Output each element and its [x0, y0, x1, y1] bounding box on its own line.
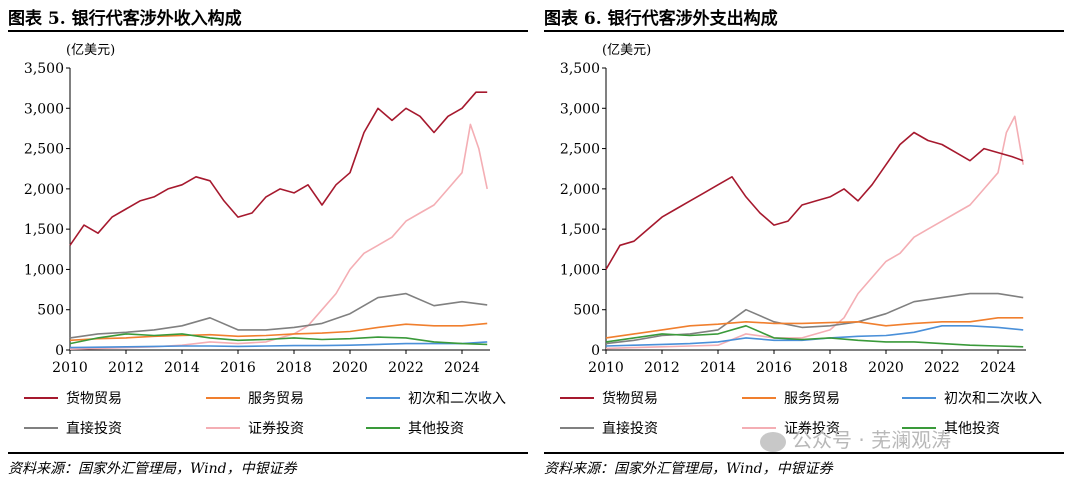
- watermark: 公众号 · 芜澜观涛: [760, 424, 951, 453]
- legend-label: 服务贸易: [784, 391, 840, 407]
- legend-label: 直接投资: [602, 420, 658, 437]
- series-line: [605, 131, 1024, 270]
- legend-label: 其他投资: [408, 421, 464, 437]
- x-tick-label: 2014: [164, 360, 200, 376]
- y-tick-label: 2,500: [560, 142, 600, 158]
- x-tick-label: 2022: [924, 360, 960, 376]
- chart-panel-expense: 图表 6. 银行代客涉外支出构成 (亿美元) 0 500 1,000 1,500 2,00…: [544, 0, 1072, 486]
- series-line: [605, 292, 1024, 345]
- chart-title: 图表 5. 银行代客涉外收入构成: [8, 9, 242, 29]
- x-tick-label: 2010: [52, 360, 88, 376]
- chart-panel-income: 图表 5. 银行代客涉外收入构成 (亿美元) 0 500 1,000 1,500 2,00…: [8, 0, 536, 486]
- x-tick-label: 2024: [444, 360, 480, 376]
- y-tick-label: 500: [37, 303, 64, 319]
- y-tick-label: 1,500: [560, 222, 600, 238]
- series-line: [69, 341, 488, 349]
- y-tick-label: 0: [55, 343, 64, 359]
- legend-label: 证券投资: [248, 421, 304, 437]
- legend-label: 证券投资: [784, 421, 840, 437]
- title-rule: [8, 30, 528, 32]
- series-line: [605, 115, 1024, 350]
- y-tick-label: 3,500: [24, 61, 64, 77]
- y-tick-label: 3,000: [560, 101, 600, 117]
- legend-label: 初次和二次收入: [944, 390, 1042, 407]
- source-rule: [8, 452, 528, 454]
- y-axis-label: (亿美元): [602, 43, 651, 58]
- source-rule: [544, 452, 1064, 454]
- source-note: 资料来源：国家外汇管理局，Wind，中银证券: [8, 461, 297, 477]
- wechat-icon: [760, 431, 786, 452]
- series-line: [69, 123, 488, 350]
- legend-label: 初次和二次收入: [408, 390, 506, 407]
- source-note: 资料来源：国家外汇管理局，Wind，中银证券: [544, 461, 833, 477]
- y-tick-label: 1,000: [560, 262, 600, 278]
- series-line: [69, 91, 488, 246]
- x-tick-label: 2012: [108, 360, 144, 376]
- y-tick-label: 2,000: [560, 182, 600, 198]
- legend-label: 其他投资: [944, 421, 1000, 437]
- watermark-text: 公众号 · 芜澜观涛: [792, 428, 952, 452]
- y-tick-label: 3,500: [560, 61, 600, 77]
- y-tick-label: 2,000: [24, 182, 64, 198]
- x-tick-label: 2010: [588, 360, 624, 376]
- y-tick-label: 0: [591, 343, 600, 359]
- x-tick-label: 2024: [980, 360, 1016, 376]
- series-line: [69, 333, 488, 346]
- y-tick-label: 1,000: [24, 262, 64, 278]
- chart-title: 图表 6. 银行代客涉外支出构成: [544, 9, 778, 29]
- title-rule: [544, 30, 1064, 32]
- x-tick-label: 2020: [868, 360, 904, 376]
- series-line: [69, 292, 488, 339]
- x-tick-label: 2022: [388, 360, 424, 376]
- legend-label: 直接投资: [66, 420, 122, 437]
- series-line: [605, 324, 1024, 348]
- income-chart-svg: (亿美元) 0 500 1,000 1,500 2,000 2,500 3,000 3,500 2…: [24, 43, 506, 437]
- y-tick-label: 500: [573, 303, 600, 319]
- series-line: [605, 316, 1024, 339]
- x-tick-label: 2016: [756, 360, 792, 376]
- series-line: [69, 322, 488, 342]
- y-tick-label: 2,500: [24, 142, 64, 158]
- x-tick-label: 2018: [812, 360, 848, 376]
- x-tick-label: 2012: [644, 360, 680, 376]
- y-axis-label: (亿美元): [66, 43, 115, 58]
- x-tick-label: 2020: [332, 360, 368, 376]
- x-tick-label: 2018: [276, 360, 312, 376]
- y-tick-label: 1,500: [24, 222, 64, 238]
- x-tick-label: 2014: [700, 360, 736, 376]
- legend-label: 货物贸易: [602, 390, 658, 407]
- y-tick-label: 3,000: [24, 101, 64, 117]
- legend-label: 服务贸易: [248, 391, 304, 407]
- expense-chart-svg: (亿美元) 0 500 1,000 1,500 2,000 2,500 3,000 3,500 2…: [560, 43, 1042, 437]
- x-tick-label: 2016: [220, 360, 256, 376]
- legend-label: 货物贸易: [66, 390, 122, 407]
